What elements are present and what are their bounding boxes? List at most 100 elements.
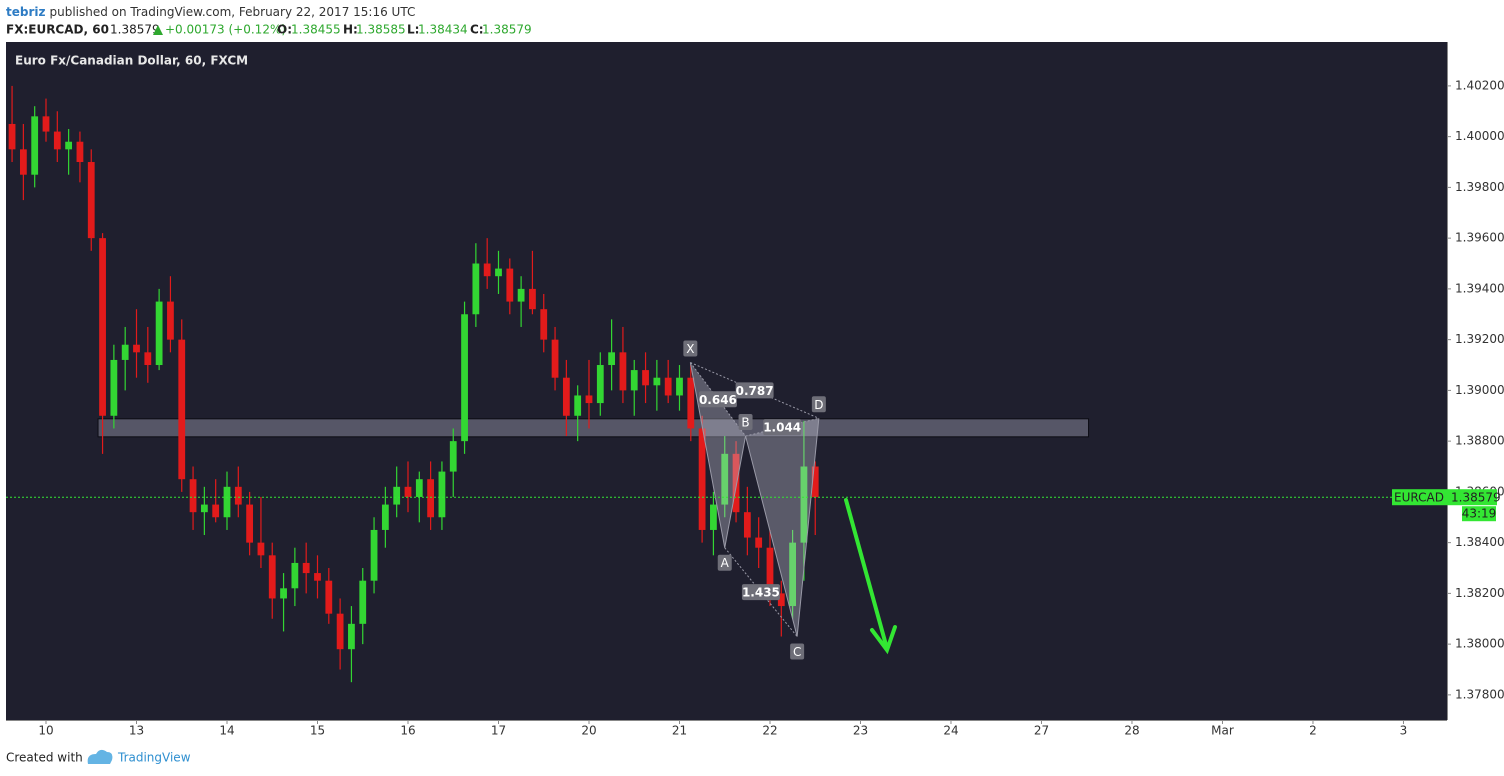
candle-body bbox=[302, 562, 310, 574]
price-tag bbox=[1392, 489, 1447, 506]
x-tick-label: 16 bbox=[400, 724, 415, 738]
footer-text: Created with bbox=[6, 751, 83, 765]
logo bbox=[87, 749, 113, 764]
up-arrow bbox=[153, 25, 163, 35]
candle-body bbox=[529, 288, 536, 310]
y-tick-label: 1.39200 bbox=[1455, 332, 1504, 346]
candle-body bbox=[76, 141, 84, 163]
price-value: 1.38579 bbox=[1451, 491, 1501, 505]
change: +0.00173 (+0.12%) bbox=[165, 23, 286, 37]
footer-brand[interactable]: TradingView bbox=[117, 751, 191, 765]
candle-body bbox=[393, 486, 401, 505]
candle-body bbox=[178, 339, 186, 480]
pattern-leg bbox=[745, 435, 798, 637]
ratio-label: 1.435 bbox=[742, 586, 780, 600]
candle-body bbox=[449, 441, 457, 472]
ratio-box bbox=[735, 382, 774, 399]
candle-body bbox=[800, 466, 808, 543]
candle-body bbox=[121, 344, 129, 360]
candle-body bbox=[8, 123, 16, 150]
x-tick-label: 28 bbox=[1124, 724, 1139, 738]
candle-body bbox=[710, 504, 717, 530]
candle-body bbox=[99, 238, 106, 416]
candle-body bbox=[257, 542, 265, 556]
ratio-box bbox=[763, 419, 802, 436]
candle-body bbox=[314, 573, 321, 581]
price-name: EURCAD bbox=[1394, 491, 1444, 505]
candle-body bbox=[87, 162, 95, 239]
x-tick-label: 20 bbox=[581, 724, 596, 738]
x-tick-label: 2 bbox=[1309, 724, 1317, 738]
header-line: tebriz published on TradingView.com, Febr… bbox=[6, 5, 415, 19]
x-tick-label: Mar bbox=[1211, 724, 1234, 738]
candle-body bbox=[280, 588, 287, 599]
pattern-ratio-line bbox=[690, 362, 820, 419]
c-label: C: bbox=[470, 23, 484, 37]
candle-body bbox=[698, 428, 706, 530]
y-tick-label: 1.39800 bbox=[1455, 180, 1504, 194]
candle-body bbox=[200, 504, 208, 513]
candle-body bbox=[608, 352, 616, 366]
candle-body bbox=[517, 288, 525, 302]
candle-body bbox=[189, 479, 197, 513]
l-label: L: bbox=[407, 23, 419, 37]
point-box bbox=[738, 414, 753, 431]
y-tick-label: 1.39000 bbox=[1455, 383, 1504, 397]
candle-body bbox=[19, 149, 27, 175]
candle-body bbox=[495, 268, 502, 277]
countdown: 43:19 bbox=[1462, 507, 1497, 521]
candle-body bbox=[246, 504, 254, 543]
l-value: 1.38434 bbox=[418, 23, 468, 37]
y-tick-label: 1.40200 bbox=[1455, 78, 1504, 92]
symbol: FX:EURCAD, 60 bbox=[6, 23, 109, 37]
countdown-tag bbox=[1462, 506, 1496, 522]
candle-body bbox=[642, 370, 649, 386]
candle-body bbox=[31, 116, 39, 175]
candle-body bbox=[291, 562, 299, 589]
candle-body bbox=[348, 623, 355, 650]
x-tick-label: 22 bbox=[762, 724, 777, 738]
pattern-fill bbox=[745, 418, 819, 637]
point-box bbox=[790, 643, 805, 660]
candle-body bbox=[42, 116, 50, 132]
candle-body bbox=[585, 395, 593, 404]
candle-body bbox=[167, 301, 174, 340]
point-box bbox=[683, 340, 698, 357]
point-label: X bbox=[686, 342, 694, 356]
pattern-leg bbox=[796, 418, 820, 637]
candle-body bbox=[574, 395, 582, 416]
candle-body bbox=[551, 339, 559, 378]
candle-body bbox=[65, 141, 73, 150]
x-tick-label: 10 bbox=[38, 724, 53, 738]
price-tag bbox=[1447, 489, 1497, 506]
last: 1.38579 bbox=[110, 23, 160, 37]
point-label: A bbox=[721, 556, 730, 570]
ohlc: 1.38579 +0.00173 (+0.12%) O: 1.38455 H: … bbox=[110, 23, 532, 37]
candle-body bbox=[540, 309, 548, 340]
candle-body bbox=[766, 547, 774, 594]
candle-body bbox=[212, 504, 220, 518]
x-tick-label: 15 bbox=[310, 724, 325, 738]
h-value: 1.38585 bbox=[356, 23, 406, 37]
candle-body bbox=[461, 314, 468, 442]
point-box bbox=[717, 554, 732, 571]
pattern-leg bbox=[689, 362, 726, 548]
forecast-arrow bbox=[844, 498, 897, 655]
zone bbox=[97, 418, 1090, 438]
y-tick-label: 1.38800 bbox=[1455, 434, 1504, 448]
author: tebriz bbox=[6, 5, 45, 19]
x-tick-label: 14 bbox=[219, 724, 234, 738]
candle-body bbox=[676, 377, 683, 396]
candle-body bbox=[223, 486, 231, 518]
x-tick-label: 17 bbox=[491, 724, 506, 738]
pattern-leg bbox=[724, 435, 747, 548]
y-tick-label: 1.37800 bbox=[1455, 687, 1504, 701]
candle-body bbox=[53, 131, 61, 150]
candle-body bbox=[404, 486, 412, 497]
candle-body bbox=[415, 479, 423, 497]
candle-body bbox=[234, 486, 242, 505]
candle-body bbox=[427, 479, 435, 518]
o-value: 1.38455 bbox=[291, 23, 341, 37]
candle-body bbox=[438, 471, 446, 518]
